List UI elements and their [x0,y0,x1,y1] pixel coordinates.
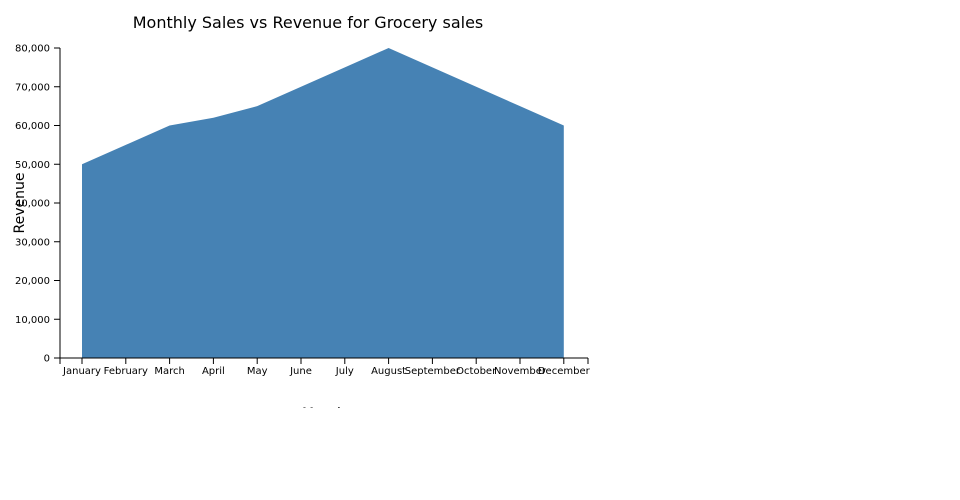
x-axis-title: Month [302,406,346,422]
revenue-area [82,48,564,358]
x-tick-label: June [289,366,312,377]
plot-area: 0 10,000 20,000 30,000 40,000 50,000 60,000 70,… [15,44,591,378]
y-tick-label: 40,000 [15,199,50,210]
x-tick-label: September [405,366,461,377]
y-tick-label: 30,000 [15,237,50,248]
x-tick-label: May [247,366,268,377]
y-tick-label: 0 [44,354,50,365]
y-tick-label: 70,000 [15,82,50,93]
x-tick-label: April [202,366,225,377]
x-tick-label: July [335,366,354,377]
x-tick-label: December [538,366,591,377]
y-tick-label: 50,000 [15,160,50,171]
x-tick-label: November [494,366,547,377]
x-tick-label: March [154,366,184,377]
x-tick-label: January [62,366,101,377]
x-tick-label: October [456,366,497,377]
y-axis-ticks: 0 10,000 20,000 30,000 40,000 50,000 60,000 70,… [15,44,60,365]
x-tick-label: February [104,366,148,377]
x-axis-ticks: January February March April May June July Augu… [62,358,591,377]
y-axis-title: Revenue [12,173,28,234]
chart-title: Monthly Sales vs Revenue for Grocery sal… [133,13,484,32]
x-tick-label: August [371,366,406,377]
y-tick-label: 10,000 [15,315,50,326]
y-tick-label: 60,000 [15,121,50,132]
y-tick-label: 20,000 [15,276,50,287]
y-tick-label: 80,000 [15,44,50,55]
